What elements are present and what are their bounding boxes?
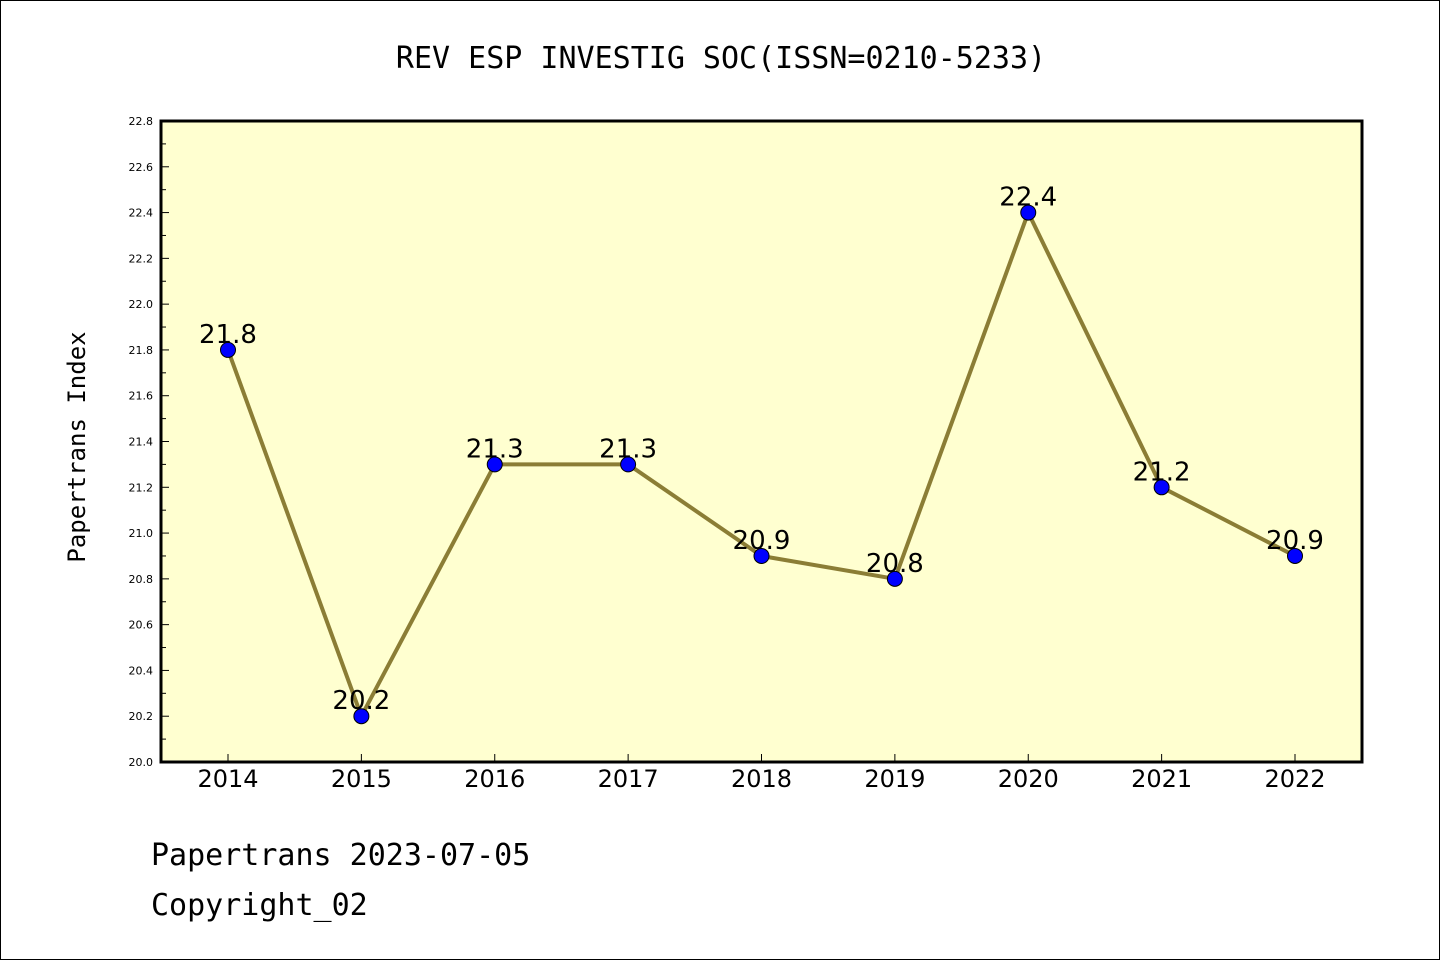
data-labels: 21.8 20.2 21.3 21.3 20.9 20.8 22.4 21.2 20.9	[199, 183, 1324, 717]
data-label: 21.3	[599, 434, 657, 464]
y-tick-label: 22.2	[129, 252, 154, 265]
chart-title: REV ESP INVESTIG SOC(ISSN=0210-5233)	[396, 41, 1046, 76]
data-point	[486, 456, 503, 473]
y-tick-label: 21.6	[129, 390, 154, 403]
y-tick-label: 20.2	[129, 710, 154, 723]
y-tick-label: 21.2	[129, 481, 154, 494]
x-tick-label: 2022	[1264, 765, 1325, 793]
data-label: 20.9	[733, 526, 791, 556]
data-point	[886, 570, 903, 587]
plot-area	[159, 119, 1364, 764]
data-point	[620, 456, 637, 473]
y-axis: 20.0 20.2 20.4 20.6 20.8 21.0 21.2 21.4 21.6 21.8…	[129, 115, 169, 769]
y-tick-label: 22.8	[129, 115, 154, 128]
x-tick-label: 2015	[331, 765, 392, 793]
data-label: 20.2	[332, 686, 390, 716]
data-label: 22.4	[999, 183, 1057, 213]
footer-copyright: Copyright_02	[151, 888, 368, 923]
y-axis-label: Papertrans Index	[63, 331, 91, 562]
x-tick-label: 2021	[1131, 765, 1192, 793]
data-label: 20.8	[866, 549, 924, 579]
data-point	[1153, 479, 1170, 496]
x-tick-label: 2016	[464, 765, 525, 793]
data-point	[753, 547, 770, 564]
x-tick-label: 2019	[864, 765, 925, 793]
footer-date: Papertrans 2023-07-05	[151, 838, 530, 873]
y-tick-label: 20.0	[129, 756, 154, 769]
x-axis: 2014 2015 2016 2017 2018 2019 2020 2021 2022	[197, 754, 1326, 793]
data-point	[353, 708, 370, 725]
data-points	[220, 204, 1303, 725]
data-point	[220, 341, 236, 358]
y-tick-label: 22.6	[129, 161, 154, 174]
x-tick-label: 2014	[197, 765, 258, 793]
data-label: 21.3	[466, 434, 524, 464]
y-tick-label: 20.6	[129, 619, 154, 632]
y-tick-label: 22.0	[129, 298, 154, 311]
data-point	[1020, 204, 1037, 221]
y-tick-label: 20.8	[129, 573, 154, 586]
y-tick-label: 21.8	[129, 344, 154, 357]
data-point	[1287, 547, 1303, 564]
data-label: 21.8	[199, 320, 257, 350]
x-tick-label: 2020	[998, 765, 1059, 793]
data-label: 20.9	[1266, 526, 1324, 556]
y-tick-label: 20.4	[129, 664, 154, 677]
x-tick-label: 2017	[598, 765, 659, 793]
y-tick-label: 22.4	[129, 207, 154, 220]
x-tick-label: 2018	[731, 765, 792, 793]
y-tick-label: 21.0	[129, 527, 154, 540]
data-label: 21.2	[1133, 457, 1191, 487]
y-tick-label: 21.4	[129, 436, 154, 449]
